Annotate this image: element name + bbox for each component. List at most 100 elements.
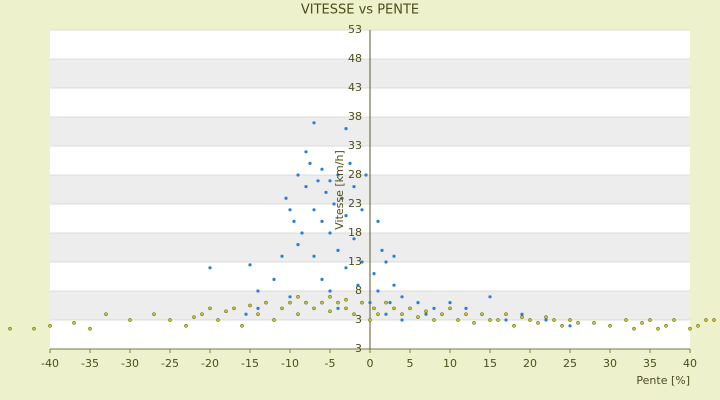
point	[344, 306, 348, 311]
point	[448, 301, 452, 305]
point	[272, 318, 276, 322]
point	[368, 301, 372, 305]
point	[336, 248, 340, 252]
y-tick-label: 43	[348, 81, 362, 94]
point	[360, 300, 364, 305]
point	[248, 263, 252, 267]
point	[192, 315, 196, 319]
point	[416, 301, 420, 305]
x-tick-label: 0	[367, 357, 374, 370]
point	[264, 300, 268, 305]
x-tick-label: -40	[41, 357, 59, 370]
point	[380, 248, 384, 252]
point	[296, 243, 300, 247]
point	[656, 326, 660, 331]
point	[400, 295, 404, 299]
point	[224, 309, 228, 314]
point	[544, 318, 548, 322]
point	[256, 306, 260, 310]
point	[256, 289, 260, 293]
y-tick-label: 13	[348, 255, 362, 268]
point	[32, 326, 36, 331]
point	[336, 306, 340, 310]
point	[400, 318, 404, 322]
point	[304, 300, 308, 305]
x-tick-label: 15	[483, 357, 497, 370]
point	[184, 323, 188, 328]
point	[504, 312, 508, 317]
point	[348, 161, 352, 165]
point	[208, 266, 212, 270]
point	[392, 283, 396, 287]
point	[704, 318, 708, 322]
point	[332, 202, 336, 206]
y-tick-label: 38	[348, 110, 362, 123]
point	[544, 315, 548, 319]
point	[472, 321, 476, 325]
point	[336, 300, 340, 305]
x-tick-label: 40	[683, 357, 697, 370]
point	[344, 214, 348, 218]
x-tick-label: -30	[121, 357, 139, 370]
point	[344, 297, 348, 302]
x-tick-label: -20	[201, 357, 219, 370]
point	[328, 231, 332, 235]
point	[480, 312, 484, 317]
point	[416, 315, 420, 319]
chart-title: VITESSE vs PENTE	[301, 3, 419, 18]
point	[288, 300, 292, 305]
point	[520, 312, 524, 316]
point	[536, 321, 540, 325]
point	[284, 196, 288, 200]
point	[272, 277, 276, 281]
point	[640, 321, 644, 325]
x-tick-label: 20	[523, 357, 537, 370]
point	[496, 318, 500, 322]
point	[376, 219, 380, 223]
point	[296, 312, 300, 317]
point	[308, 161, 312, 165]
point	[316, 179, 320, 183]
point	[312, 306, 316, 311]
x-axis-label: Pente [%]	[636, 374, 690, 387]
point	[304, 185, 308, 189]
point	[320, 277, 324, 281]
point	[104, 312, 108, 317]
point	[424, 312, 428, 316]
y-axis-label: Vitesse [km/h]	[333, 150, 346, 230]
point	[648, 318, 652, 322]
point	[392, 254, 396, 258]
point	[168, 318, 172, 322]
point	[520, 315, 524, 319]
point	[424, 309, 428, 314]
point	[296, 294, 300, 299]
point	[392, 306, 396, 311]
point	[300, 231, 304, 235]
x-tick-label: 10	[443, 357, 457, 370]
point	[672, 318, 676, 322]
point	[384, 300, 388, 305]
point	[352, 237, 356, 241]
x-tick-label: -25	[161, 357, 179, 370]
point	[304, 150, 308, 154]
x-tick-label: 25	[563, 357, 577, 370]
point	[384, 312, 388, 316]
point	[712, 318, 716, 322]
point	[328, 309, 332, 314]
point	[8, 326, 12, 331]
point	[384, 260, 388, 264]
x-tick-label: -15	[241, 357, 259, 370]
point	[504, 318, 508, 322]
point	[344, 266, 348, 270]
point	[216, 318, 220, 322]
point	[456, 318, 460, 322]
x-tick-label: 35	[643, 357, 657, 370]
point	[320, 219, 324, 223]
point	[312, 121, 316, 125]
y-tick-label: 28	[348, 168, 362, 181]
point	[360, 208, 364, 212]
point	[560, 323, 564, 328]
point	[256, 312, 260, 317]
point	[248, 303, 252, 308]
